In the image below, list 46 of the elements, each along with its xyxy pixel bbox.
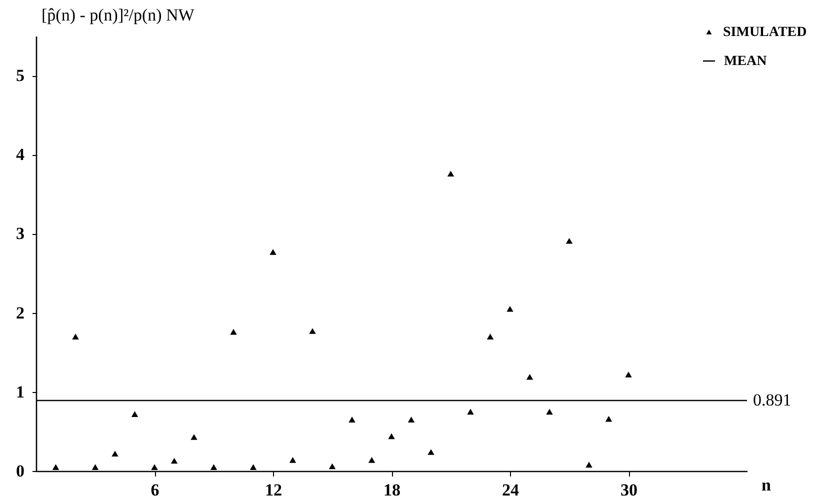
point (566, 238, 573, 244)
point (52, 464, 60, 470)
point (348, 416, 356, 422)
point (546, 408, 553, 415)
point (112, 450, 118, 457)
point (230, 328, 237, 335)
point (586, 462, 592, 468)
point (605, 416, 612, 422)
point (151, 464, 158, 470)
point (467, 408, 474, 415)
point (270, 249, 276, 255)
x-tick-label: 30 (620, 480, 638, 500)
point (92, 464, 99, 470)
point (447, 170, 454, 177)
y-tick-label: 0 (16, 462, 24, 480)
point (72, 334, 79, 340)
y-axis-title: [p̂(n) - p(n)]²/p(n) NW (42, 6, 196, 24)
point (625, 372, 632, 378)
annotation: MEAN (724, 54, 767, 69)
point (328, 463, 336, 470)
point (289, 457, 296, 463)
y-tick-label: 2 (16, 303, 24, 322)
y-tick-label: 3 (16, 224, 24, 244)
point (170, 458, 178, 464)
point (486, 334, 494, 340)
point (428, 449, 434, 455)
x-axis-title: n (762, 476, 772, 494)
point (388, 433, 395, 440)
point (309, 328, 316, 334)
x-tick-label: 18 (384, 480, 400, 500)
y-tick-label: 4 (16, 145, 25, 164)
x-tick-label: 12 (265, 480, 282, 500)
point (506, 306, 514, 312)
y-tick-label: 1 (16, 382, 24, 402)
point (131, 411, 138, 417)
ref-line-label: 0.891 (753, 390, 792, 410)
x-tick-label: 24 (502, 480, 520, 500)
y-tick-label: 5 (16, 66, 24, 86)
point (250, 464, 257, 470)
point (210, 464, 218, 470)
point (408, 416, 415, 422)
x-tick-label: 6 (150, 480, 160, 500)
legend-label: SIMULATED (723, 25, 807, 40)
point (190, 434, 198, 440)
point (526, 374, 534, 380)
point (368, 457, 376, 463)
